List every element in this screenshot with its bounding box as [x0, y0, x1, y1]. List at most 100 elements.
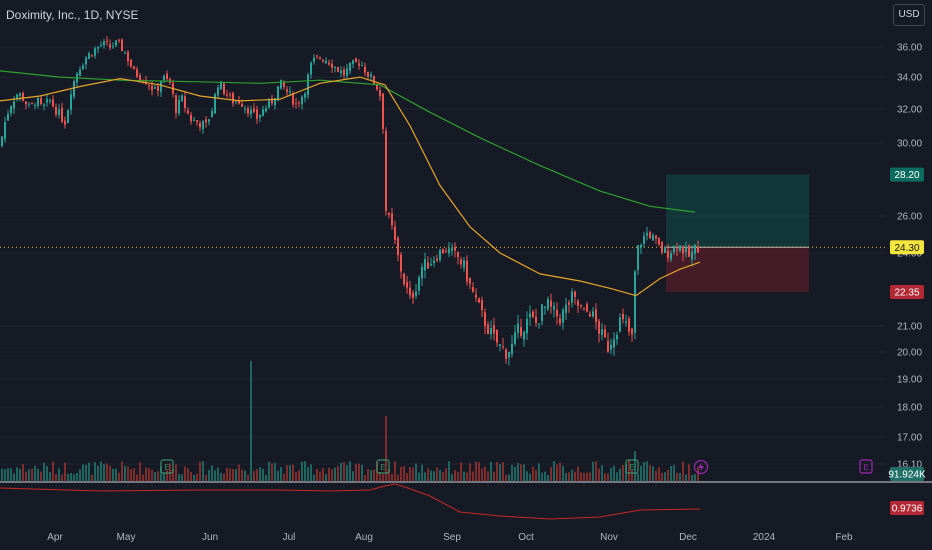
- volume-bar: [553, 461, 555, 481]
- candle: [106, 41, 108, 43]
- volume-bar: [322, 468, 324, 481]
- candle: [196, 120, 198, 123]
- price-tick-label: 18.00: [897, 403, 922, 414]
- candle: [202, 120, 204, 130]
- volume-bar: [346, 465, 348, 481]
- long-position-tool[interactable]: [0, 174, 885, 292]
- volume-bar: [460, 462, 462, 481]
- volume-bar: [619, 468, 621, 481]
- candle: [508, 351, 510, 358]
- candle: [409, 287, 411, 296]
- indicator-line: [0, 483, 701, 520]
- candle: [127, 51, 129, 62]
- candle: [133, 66, 135, 69]
- candle: [13, 101, 15, 109]
- candle: [628, 318, 630, 332]
- candle: [487, 324, 489, 335]
- volume-bar: [649, 465, 651, 481]
- volume-bar: [574, 471, 576, 481]
- volume-bar: [4, 469, 6, 481]
- candle: [10, 106, 12, 114]
- candle: [214, 94, 216, 114]
- earnings-icon[interactable]: [376, 459, 390, 474]
- earnings-icon[interactable]: [625, 459, 639, 474]
- volume-bar: [403, 466, 405, 481]
- candle: [25, 101, 27, 104]
- candle: [220, 82, 222, 90]
- candle: [544, 306, 546, 308]
- price-axis[interactable]: 36.0034.0032.0030.0026.0024.0021.0020.00…: [897, 43, 922, 471]
- volume-bar: [52, 461, 54, 481]
- volume-bar: [433, 471, 435, 481]
- candle: [625, 321, 627, 323]
- candle: [418, 277, 420, 291]
- time-tick-label: Apr: [47, 532, 63, 543]
- candle: [571, 291, 573, 303]
- volume-bar: [466, 472, 468, 481]
- volume-bar: [361, 464, 363, 481]
- candle: [478, 298, 480, 303]
- earnings-icon[interactable]: [859, 459, 873, 474]
- candle: [385, 130, 387, 212]
- volume-bar: [13, 473, 15, 481]
- volume-bar: [79, 469, 81, 481]
- candle: [529, 313, 531, 318]
- candle: [22, 93, 24, 101]
- candle: [682, 246, 684, 254]
- volume-bar: [16, 467, 18, 481]
- volume-bar: [400, 467, 402, 481]
- candle: [175, 95, 177, 114]
- volume-bar: [118, 472, 120, 481]
- volume-bar: [247, 474, 249, 481]
- candle: [337, 67, 339, 72]
- candle: [499, 344, 501, 346]
- candle: [322, 60, 324, 62]
- loss-zone[interactable]: [666, 247, 809, 292]
- currency-button[interactable]: USD: [893, 4, 925, 26]
- candle: [445, 250, 447, 252]
- candle: [328, 62, 330, 65]
- candle: [601, 329, 603, 336]
- candle: [454, 247, 456, 251]
- dividend-bolt-icon[interactable]: [693, 459, 709, 475]
- candle: [103, 41, 105, 46]
- candle: [118, 39, 120, 41]
- candle: [349, 62, 351, 71]
- volume-bar: [28, 469, 30, 481]
- volume-bar: [340, 462, 342, 481]
- candle: [538, 323, 540, 325]
- candle: [664, 248, 666, 253]
- volume-bar: [205, 474, 207, 481]
- candle: [376, 83, 378, 90]
- candle: [481, 299, 483, 311]
- volume-bar: [526, 471, 528, 481]
- candle: [397, 237, 399, 256]
- earnings-icon[interactable]: [160, 459, 174, 474]
- volume-bar: [577, 466, 579, 481]
- volume-bar: [280, 467, 282, 481]
- time-axis[interactable]: Apr May Jun Jul Aug Sep Oct Nov Dec 2024 Feb: [47, 532, 853, 543]
- volume-bar: [190, 471, 192, 481]
- price-tick-label: 30.00: [897, 139, 922, 150]
- volume-bar: [166, 470, 168, 481]
- candle: [559, 318, 561, 324]
- candle: [526, 319, 528, 334]
- candle: [4, 122, 6, 139]
- candle: [415, 291, 417, 296]
- candle: [181, 95, 183, 101]
- volume-bar: [397, 474, 399, 481]
- current-price-badge: 24.30: [894, 243, 919, 254]
- volume-bar: [268, 461, 270, 481]
- candle: [607, 340, 609, 352]
- candle: [406, 282, 408, 288]
- volume-bar: [613, 465, 615, 481]
- candle: [400, 254, 402, 272]
- volume-bar: [34, 465, 36, 481]
- candle: [679, 245, 681, 251]
- candle: [37, 98, 39, 106]
- time-tick-label: Aug: [355, 532, 373, 543]
- candle: [277, 86, 279, 101]
- volume-bar: [199, 461, 201, 481]
